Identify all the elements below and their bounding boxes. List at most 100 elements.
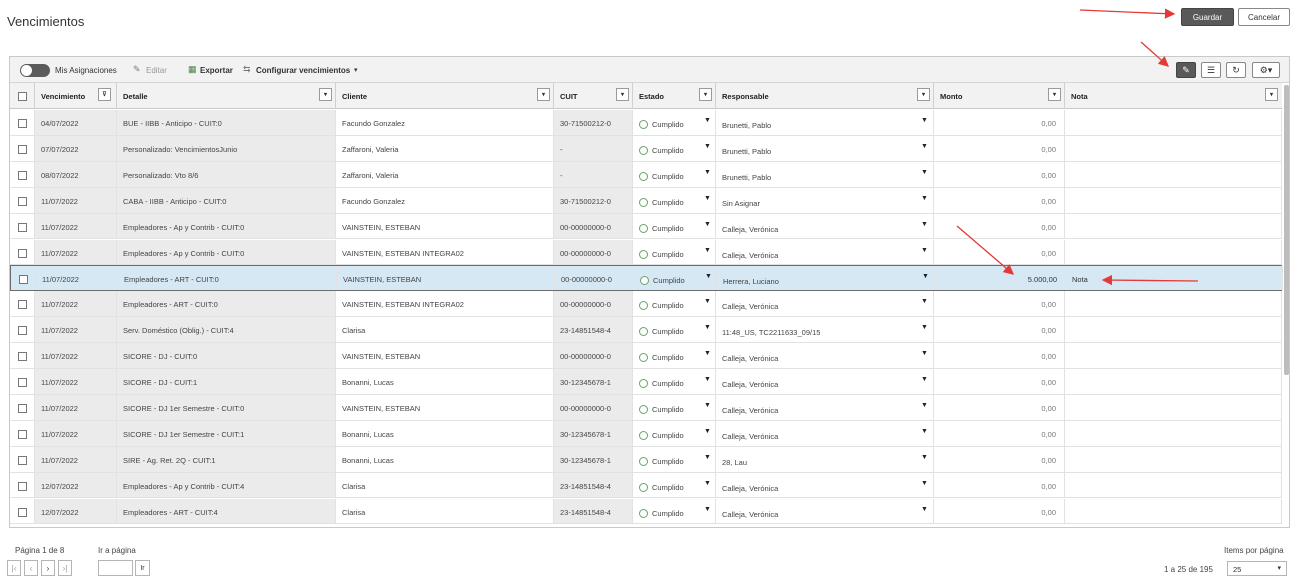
cell-estado[interactable]: Cumplido ▼ bbox=[633, 369, 716, 394]
row-checkbox[interactable] bbox=[18, 170, 27, 180]
cell-responsable[interactable]: Calleja, Verónica ▼ bbox=[716, 472, 934, 498]
cell-monto[interactable]: 0,00 bbox=[934, 343, 1065, 368]
cell-nota[interactable] bbox=[1065, 291, 1282, 317]
col-cliente[interactable]: Cliente ▾ bbox=[336, 83, 554, 109]
cell-responsable[interactable]: Calleja, Verónica ▼ bbox=[716, 213, 934, 239]
caret-down-icon[interactable]: ▼ bbox=[704, 298, 711, 306]
table-row[interactable]: 11/07/2022 Empleadores - ART - CUIT:0 VAIN… bbox=[10, 291, 1282, 318]
row-checkbox[interactable] bbox=[18, 300, 27, 310]
cell-estado[interactable]: Cumplido ▼ bbox=[633, 394, 716, 420]
cell-estado[interactable]: Cumplido ▼ bbox=[633, 317, 716, 343]
caret-down-icon[interactable]: ▼ bbox=[704, 117, 711, 124]
caret-down-icon[interactable]: ▼ bbox=[704, 246, 711, 254]
col-nota[interactable]: Nota ▾ bbox=[1065, 83, 1282, 109]
cell-nota[interactable] bbox=[1065, 343, 1282, 368]
cell-monto[interactable]: 0,00 bbox=[934, 446, 1065, 472]
cell-estado[interactable]: Cumplido ▼ bbox=[634, 266, 717, 291]
col-cuit[interactable]: CUIT ▾ bbox=[554, 83, 633, 109]
table-row[interactable]: 11/07/2022 Empleadores - Ap y Contrib - C… bbox=[10, 213, 1282, 240]
cell-nota[interactable] bbox=[1065, 161, 1282, 187]
col-vencimiento[interactable]: Vencimiento ⊽ bbox=[35, 83, 117, 109]
caret-down-icon[interactable]: ▼ bbox=[921, 194, 928, 202]
caret-down-icon[interactable]: ▼ bbox=[704, 324, 711, 332]
caret-down-icon[interactable]: ▼ bbox=[921, 246, 928, 254]
next-page-button[interactable]: › bbox=[41, 560, 55, 576]
row-checkbox[interactable] bbox=[18, 481, 27, 491]
caret-down-icon[interactable]: ▼ bbox=[704, 453, 711, 461]
caret-down-icon[interactable]: ▼ bbox=[921, 324, 928, 332]
table-row[interactable]: 11/07/2022 Empleadores - ART - CUIT:0 VAIN… bbox=[10, 265, 1283, 292]
cell-nota[interactable] bbox=[1065, 239, 1282, 265]
table-row[interactable]: 11/07/2022 SICORE - DJ - CUIT:0 VAINSTEIN,… bbox=[10, 343, 1282, 369]
table-row[interactable]: 12/07/2022 Empleadores - Ap y Contrib - C… bbox=[10, 472, 1282, 499]
cell-monto[interactable]: 0,00 bbox=[934, 291, 1065, 317]
cell-estado[interactable]: Cumplido ▼ bbox=[633, 213, 716, 239]
dropdown-icon[interactable]: ▾ bbox=[319, 88, 332, 101]
cell-responsable[interactable]: 28, Lau ▼ bbox=[716, 446, 934, 472]
col-estado[interactable]: Estado ▾ bbox=[633, 83, 716, 109]
row-checkbox[interactable] bbox=[18, 455, 27, 465]
row-checkbox[interactable] bbox=[18, 378, 27, 387]
caret-down-icon[interactable]: ▼ bbox=[921, 505, 928, 513]
cell-estado[interactable]: Cumplido ▼ bbox=[633, 498, 716, 524]
cell-nota[interactable]: Nota bbox=[1066, 266, 1283, 291]
cell-estado[interactable]: Cumplido ▼ bbox=[633, 135, 716, 161]
dropdown-icon[interactable]: ▾ bbox=[1048, 88, 1061, 101]
caret-down-icon[interactable]: ▼ bbox=[921, 142, 928, 150]
caret-down-icon[interactable]: ▼ bbox=[921, 117, 928, 124]
row-checkbox[interactable] bbox=[18, 248, 27, 258]
table-row[interactable]: 07/07/2022 Personalizado: VencimientosJun… bbox=[10, 135, 1282, 162]
mis-asignaciones-toggle[interactable] bbox=[20, 64, 50, 77]
prev-page-button[interactable]: ‹ bbox=[24, 560, 38, 576]
table-row[interactable]: 08/07/2022 Personalizado: Vto 8/6 Zaffaron… bbox=[10, 161, 1282, 188]
caret-down-icon[interactable]: ▼ bbox=[704, 401, 711, 409]
cell-responsable[interactable]: Calleja, Verónica ▼ bbox=[716, 498, 934, 524]
cell-estado[interactable]: Cumplido ▼ bbox=[633, 446, 716, 472]
cell-responsable[interactable]: Calleja, Verónica ▼ bbox=[716, 343, 934, 368]
row-checkbox[interactable] bbox=[18, 119, 27, 128]
caret-down-icon[interactable]: ▼ bbox=[704, 220, 711, 228]
cell-monto[interactable]: 0,00 bbox=[934, 187, 1065, 213]
caret-down-icon[interactable]: ▼ bbox=[922, 273, 929, 281]
cell-nota[interactable] bbox=[1065, 135, 1282, 161]
go-button[interactable]: Ir bbox=[135, 560, 150, 576]
dropdown-icon[interactable]: ▾ bbox=[1265, 88, 1278, 101]
items-per-page-select[interactable]: 25 ▾ bbox=[1227, 561, 1287, 576]
caret-down-icon[interactable]: ▼ bbox=[704, 376, 711, 383]
table-row[interactable]: 04/07/2022 BUE - IIBB - Anticipo - CUIT:0… bbox=[10, 110, 1282, 136]
row-checkbox[interactable] bbox=[18, 326, 27, 336]
cell-nota[interactable] bbox=[1065, 394, 1282, 420]
cell-monto[interactable]: 0,00 bbox=[934, 369, 1065, 394]
caret-down-icon[interactable]: ▼ bbox=[921, 298, 928, 306]
table-row[interactable]: 11/07/2022 SICORE - DJ 1er Semestre - CUI… bbox=[10, 394, 1282, 421]
dropdown-icon[interactable]: ▾ bbox=[616, 88, 629, 101]
filter-icon[interactable]: ⊽ bbox=[98, 88, 111, 101]
configurar-vencimientos-button[interactable]: Configurar vencimientos bbox=[256, 66, 351, 75]
col-monto[interactable]: Monto ▾ bbox=[934, 83, 1065, 109]
columns-button[interactable]: ☰ bbox=[1201, 62, 1221, 78]
table-row[interactable]: 11/07/2022 Empleadores - Ap y Contrib - C… bbox=[10, 239, 1282, 266]
cell-monto[interactable]: 0,00 bbox=[934, 239, 1065, 265]
row-checkbox[interactable] bbox=[18, 403, 27, 413]
cell-responsable[interactable]: Calleja, Verónica ▼ bbox=[716, 291, 934, 317]
settings-button[interactable]: ⚙▾ bbox=[1252, 62, 1280, 78]
cell-monto[interactable]: 0,00 bbox=[934, 161, 1065, 187]
caret-down-icon[interactable]: ▼ bbox=[705, 273, 712, 281]
cell-nota[interactable] bbox=[1065, 446, 1282, 472]
cell-nota[interactable] bbox=[1065, 472, 1282, 498]
caret-down-icon[interactable]: ▼ bbox=[921, 453, 928, 461]
cell-nota[interactable] bbox=[1065, 498, 1282, 524]
cell-estado[interactable]: Cumplido ▼ bbox=[633, 420, 716, 446]
dropdown-icon[interactable]: ▾ bbox=[917, 88, 930, 101]
row-checkbox[interactable] bbox=[18, 196, 27, 206]
cell-estado[interactable]: Cumplido ▼ bbox=[633, 291, 716, 317]
cell-responsable[interactable]: Brunetti, Pablo ▼ bbox=[716, 161, 934, 187]
cell-nota[interactable] bbox=[1065, 420, 1282, 446]
select-all-checkbox[interactable] bbox=[18, 92, 27, 101]
cancel-button[interactable]: Cancelar bbox=[1238, 8, 1290, 26]
caret-down-icon[interactable]: ▼ bbox=[704, 505, 711, 513]
col-detalle[interactable]: Detalle ▾ bbox=[117, 83, 336, 109]
row-checkbox[interactable] bbox=[18, 507, 27, 517]
cell-responsable[interactable]: Calleja, Verónica ▼ bbox=[716, 420, 934, 446]
row-checkbox[interactable] bbox=[18, 429, 27, 439]
